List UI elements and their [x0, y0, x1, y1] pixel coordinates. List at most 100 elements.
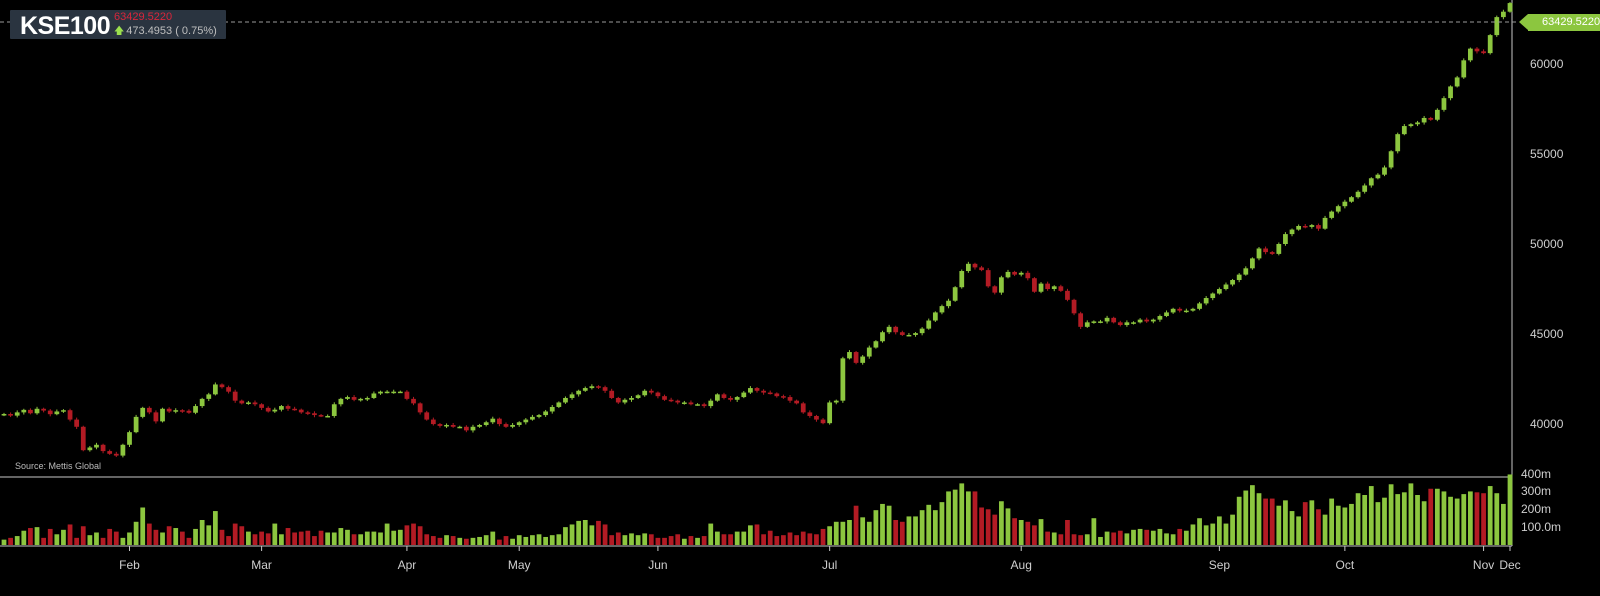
- volume-bar: [199, 520, 205, 545]
- candle-body: [695, 404, 700, 406]
- volume-bar: [1316, 509, 1321, 545]
- candle-body: [1164, 312, 1169, 317]
- candle-body: [1342, 201, 1348, 207]
- candle-body: [153, 412, 159, 422]
- volume-bar: [259, 531, 264, 545]
- candle-body: [827, 402, 833, 424]
- volume-bar: [1111, 532, 1117, 545]
- candle-body: [992, 286, 998, 293]
- candle-body: [734, 397, 740, 400]
- candle-body: [1137, 319, 1143, 323]
- candle-body: [1038, 283, 1044, 292]
- candle-body: [265, 407, 271, 412]
- candle-body: [1012, 271, 1017, 275]
- volume-bar: [648, 534, 654, 545]
- volume-bar: [153, 529, 159, 545]
- candle-body: [34, 408, 40, 414]
- volume-bar: [1223, 523, 1229, 545]
- x-tick-label: Feb: [119, 558, 140, 572]
- x-tick-label: Jun: [648, 558, 667, 572]
- volume-bar: [1408, 483, 1414, 545]
- volume-bar: [1283, 500, 1288, 545]
- volume-tick-label: 300m: [1521, 484, 1552, 499]
- candle-body: [1349, 197, 1354, 202]
- candle-body: [404, 391, 410, 399]
- volume-bar: [899, 521, 905, 545]
- last-price: 63429.5220: [114, 11, 173, 23]
- volume-bar: [457, 537, 463, 545]
- candle-body: [794, 400, 800, 404]
- volume-bar: [787, 532, 793, 545]
- volume-bar: [378, 532, 383, 545]
- volume-bar: [754, 524, 760, 545]
- candle-body: [1467, 48, 1473, 61]
- candle-body: [450, 424, 456, 427]
- candle-body: [1283, 234, 1288, 245]
- volume-bar: [847, 520, 852, 545]
- volume-bar: [642, 533, 648, 545]
- volume-bar: [166, 526, 172, 545]
- candle-body: [1150, 319, 1156, 322]
- volume-bar: [1289, 511, 1295, 545]
- x-tick-label: Apr: [398, 558, 417, 572]
- price-tick-label: 60000: [1530, 56, 1564, 71]
- candle-body: [437, 424, 443, 426]
- price-change-value: 473.4953 ( 0.75%): [126, 25, 217, 37]
- volume-bar: [1190, 524, 1196, 545]
- volume-bar: [1045, 531, 1051, 545]
- candle-body: [1375, 174, 1381, 179]
- candle-body: [860, 356, 866, 363]
- volume-bar: [28, 528, 33, 545]
- candle-body: [1368, 178, 1374, 186]
- candle-body: [206, 394, 212, 399]
- candle-body: [457, 426, 463, 429]
- candle-body: [549, 406, 555, 412]
- candle-body: [1461, 60, 1467, 78]
- volume-bar: [906, 516, 912, 545]
- candle-body: [417, 403, 423, 413]
- volume-bar: [516, 535, 522, 545]
- candle-body: [127, 432, 132, 445]
- candle-body: [87, 447, 93, 451]
- candle-body: [728, 397, 733, 400]
- volume-bar: [748, 525, 753, 545]
- candle-body: [193, 406, 198, 413]
- volume-bar: [1091, 518, 1097, 545]
- candle-body: [47, 410, 53, 415]
- volume-bar: [1263, 498, 1268, 545]
- candle-body: [1170, 308, 1176, 313]
- candle-body: [1025, 272, 1031, 279]
- volume-bar: [728, 534, 733, 545]
- candle-body: [166, 408, 172, 412]
- volume-bar: [1131, 529, 1136, 545]
- volume-bar: [483, 535, 489, 545]
- volume-bar: [133, 521, 139, 545]
- candle-body: [866, 347, 872, 357]
- volume-bar: [1342, 507, 1348, 545]
- volume-bar: [100, 537, 106, 545]
- candle-body: [351, 397, 357, 400]
- volume-bar: [351, 534, 357, 545]
- candle-body: [325, 415, 331, 418]
- candle-body: [939, 306, 945, 313]
- candle-body: [331, 404, 337, 416]
- candle-body: [212, 384, 218, 395]
- volume-bar: [1, 539, 7, 545]
- price-change: 🡅 473.4953 ( 0.75%): [114, 24, 217, 41]
- volume-bar: [239, 526, 245, 545]
- volume-bar: [318, 530, 324, 545]
- candle-body: [120, 444, 126, 456]
- candle-body: [503, 424, 509, 427]
- volume-bar: [1461, 494, 1467, 545]
- volume-bar: [563, 527, 568, 545]
- volume-bar: [576, 520, 582, 545]
- up-arrow-icon: 🡅: [114, 26, 125, 37]
- candle-body: [345, 397, 350, 399]
- x-tick-label: May: [508, 558, 531, 572]
- volume-bar: [1065, 520, 1070, 545]
- candle-body: [1302, 225, 1308, 228]
- candle-body: [807, 412, 813, 416]
- volume-bar: [463, 538, 469, 545]
- candle-body: [364, 397, 370, 400]
- volume-bar: [411, 523, 416, 545]
